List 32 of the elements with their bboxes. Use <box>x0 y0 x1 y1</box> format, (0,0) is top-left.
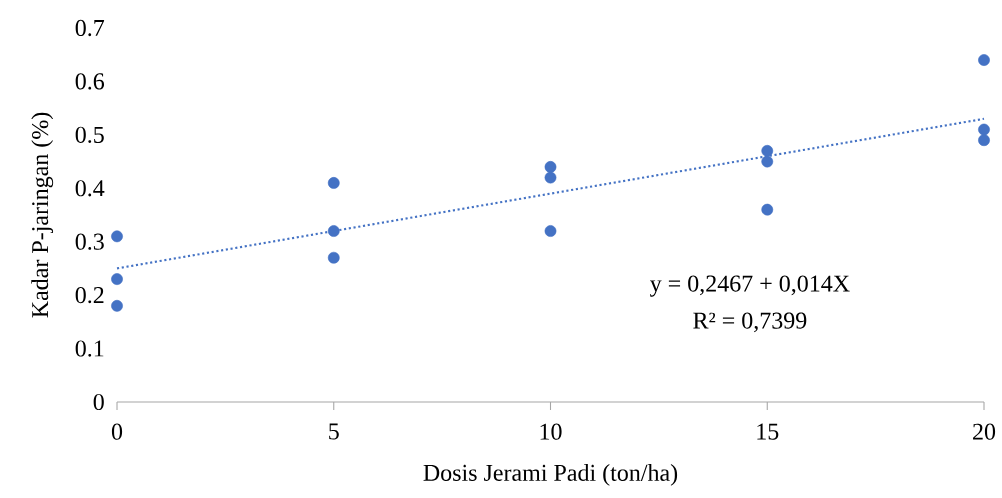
point <box>544 161 557 173</box>
point <box>978 54 990 66</box>
x-tick-label: 10 <box>540 423 562 440</box>
point <box>978 134 990 147</box>
y-tick-label: 0.2 <box>75 286 104 304</box>
point <box>111 273 123 285</box>
point <box>544 225 557 237</box>
x-axis-title: Dosis Jerami Padi (ton/ha) <box>423 464 678 486</box>
y-tick-label: 0.4 <box>75 180 105 197</box>
y-tick-label: 0 <box>93 393 104 411</box>
x-tick-label: 0 <box>111 423 123 440</box>
annotation: y = 0,2467 + 0,014X <box>650 275 850 297</box>
point <box>544 171 557 184</box>
annotation: R² = 0,7399 <box>693 312 807 333</box>
point <box>761 203 774 216</box>
point <box>761 145 774 157</box>
point <box>327 177 340 189</box>
y-tick-label: 0.3 <box>75 233 104 250</box>
y-tick-label: 0.6 <box>75 73 105 90</box>
point <box>978 123 990 136</box>
y-tick-label: 0.1 <box>75 340 104 357</box>
x-tick-label: 5 <box>329 423 339 440</box>
x-tick-label: 15 <box>757 423 779 440</box>
point <box>327 225 340 237</box>
point <box>761 155 774 168</box>
y-axis-title: Kadar P-jaringan (%) <box>31 112 54 318</box>
point <box>111 230 123 243</box>
x-tick-label: 20 <box>973 423 996 440</box>
y-tick-label: 0.7 <box>75 19 105 37</box>
y-tick-label: 0.5 <box>75 126 104 143</box>
point <box>327 251 340 264</box>
point <box>111 299 123 312</box>
